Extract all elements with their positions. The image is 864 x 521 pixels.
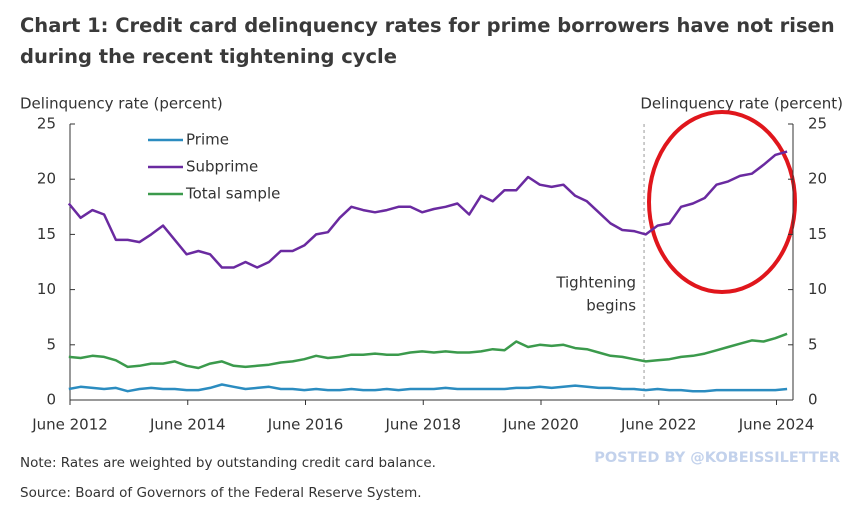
legend-label: Prime — [186, 131, 229, 149]
note: Note: Rates are weighted by outstanding … — [20, 455, 436, 471]
y-tick-label: 0 — [46, 391, 56, 409]
chart-title: Chart 1: Credit card delinquency rates f… — [20, 14, 835, 68]
y2-axis-label: Delinquency rate (percent) — [640, 95, 843, 113]
annotation-text: Tightening — [555, 274, 636, 292]
x-tick-label: June 2020 — [502, 416, 579, 434]
series-line — [68, 332, 788, 370]
y2-tick-label: 5 — [808, 335, 818, 353]
series-line — [67, 150, 788, 269]
y-tick-label: 25 — [37, 115, 56, 133]
y2-tick-label: 15 — [808, 225, 827, 243]
y-tick-label: 10 — [37, 280, 56, 298]
y2-tick-label: 20 — [808, 170, 827, 188]
y2-tick-label: 0 — [808, 391, 818, 409]
y2-tick-label: 10 — [808, 280, 827, 298]
y-axis-label: Delinquency rate (percent) — [20, 95, 223, 113]
legend-label: Total sample — [185, 185, 280, 203]
series-line — [68, 383, 788, 393]
x-tick-label: June 2022 — [620, 416, 697, 434]
x-tick-label: June 2018 — [384, 416, 461, 434]
x-tick-label: June 2014 — [149, 416, 226, 434]
x-tick-label: June 2016 — [267, 416, 344, 434]
x-tick-label: June 2012 — [31, 416, 108, 434]
x-tick-label: June 2024 — [738, 416, 815, 434]
annotation-text: begins — [586, 297, 636, 315]
y-tick-label: 5 — [46, 335, 56, 353]
y2-tick-label: 25 — [808, 115, 827, 133]
y-tick-label: 20 — [37, 170, 56, 188]
legend-label: Subprime — [186, 158, 258, 176]
y-tick-label: 15 — [37, 225, 56, 243]
source: Source: Board of Governors of the Federa… — [20, 485, 422, 501]
highlight-circle — [647, 110, 797, 294]
watermark: POSTED BY @KOBEISSILETTER — [594, 450, 840, 466]
